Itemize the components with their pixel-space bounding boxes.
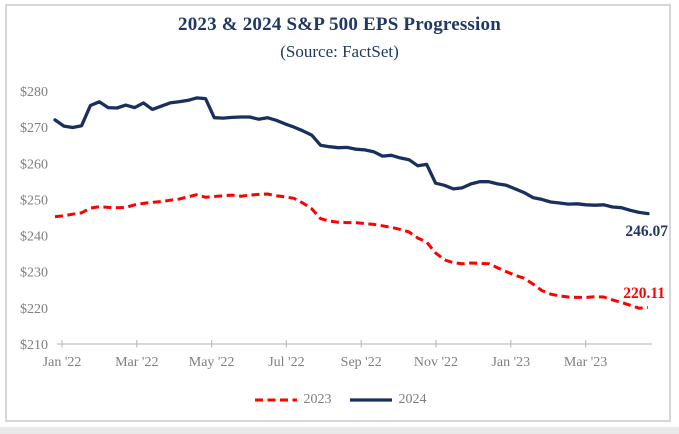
x-axis-label: Sep '22 xyxy=(341,355,382,370)
series-2023-end-label: 220.11 xyxy=(623,285,665,302)
series-2023-line xyxy=(54,192,649,310)
series-2024-line xyxy=(53,96,650,216)
y-axis-label: $280 xyxy=(20,85,48,100)
y-axis-label: $270 xyxy=(20,121,48,136)
y-axis-label: $210 xyxy=(20,338,48,353)
y-axis-label: $220 xyxy=(20,302,48,317)
y-axis-label: $230 xyxy=(20,266,48,281)
x-axis-label: May '22 xyxy=(189,355,235,370)
chart-subtitle: (Source: FactSet) xyxy=(280,42,399,61)
y-axis-label: $260 xyxy=(20,157,48,172)
x-axis-label: Nov '22 xyxy=(414,355,458,370)
series-2024-end-label: 246.07 xyxy=(625,223,668,240)
chart-title: 2023 & 2024 S&P 500 EPS Progression xyxy=(178,14,501,35)
y-axis-label: $240 xyxy=(20,230,48,245)
chart-frame xyxy=(5,4,671,422)
legend: 2023 2024 xyxy=(0,392,679,408)
x-axis-label: Mar '22 xyxy=(115,355,158,370)
legend-swatch-2023-dashed-line xyxy=(254,398,297,402)
x-axis-label: Mar '23 xyxy=(564,355,607,370)
legend-item-2023: 2023 xyxy=(253,392,332,408)
x-axis-label: Jan '22 xyxy=(43,355,82,370)
legend-swatch-2024-solid-line xyxy=(349,398,392,402)
x-axis-label: Jan '23 xyxy=(491,355,530,370)
legend-label-2024: 2024 xyxy=(398,392,427,407)
page-background-strip xyxy=(0,427,679,434)
legend-item-2024: 2024 xyxy=(348,392,427,408)
legend-label-2023: 2023 xyxy=(303,392,332,407)
y-axis-label: $250 xyxy=(20,193,48,208)
x-axis-label: Jul '22 xyxy=(268,355,304,370)
